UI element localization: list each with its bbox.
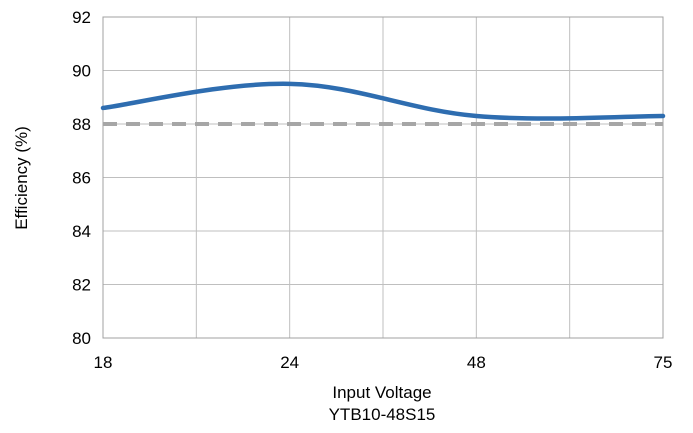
series-group — [100, 81, 666, 126]
y-tick-label: 90 — [72, 62, 91, 81]
x-tick-label: 48 — [467, 353, 486, 372]
x-axis-subtitle: YTB10-48S15 — [329, 405, 436, 424]
x-tick-labels: 18 24 48 75 — [94, 353, 673, 372]
y-axis-title: Efficiency (%) — [12, 126, 31, 230]
x-tick-label: 24 — [280, 353, 299, 372]
y-tick-label: 88 — [72, 115, 91, 134]
x-axis-title: Input Voltage — [332, 383, 431, 402]
x-tick-label: 75 — [654, 353, 673, 372]
y-tick-label: 84 — [72, 222, 91, 241]
y-tick-labels: 80 82 84 86 88 90 92 — [72, 8, 91, 348]
x-tick-label: 18 — [94, 353, 113, 372]
y-tick-label: 82 — [72, 276, 91, 295]
plot-area-border — [102, 16, 664, 339]
y-tick-label: 92 — [72, 8, 91, 27]
plot-frame — [102, 16, 664, 339]
y-tick-label: 80 — [72, 329, 91, 348]
y-tick-label: 86 — [72, 169, 91, 188]
series-line-solid — [100, 81, 666, 121]
grid — [102, 16, 664, 339]
